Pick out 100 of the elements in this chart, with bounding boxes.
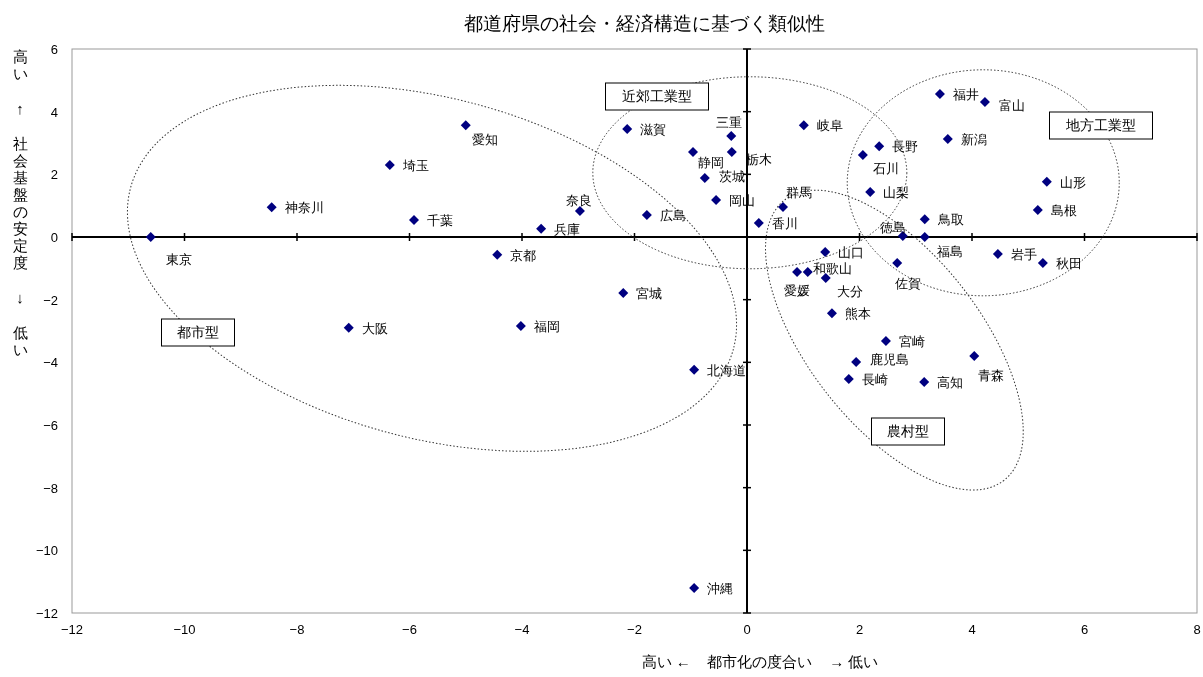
point	[880, 336, 891, 347]
x-tick-label: 6	[1080, 622, 1089, 637]
data-label: 東京	[165, 252, 192, 267]
point	[145, 232, 156, 242]
point	[857, 149, 868, 160]
data-label: 千葉	[427, 213, 453, 229]
x-tick-label: 0	[743, 622, 751, 637]
data-label: 鹿児島	[870, 352, 910, 368]
point	[1041, 176, 1052, 187]
data-label: 熊本	[844, 306, 871, 322]
point	[622, 123, 633, 134]
point	[851, 357, 862, 368]
point	[689, 364, 700, 375]
point	[919, 232, 930, 242]
point	[711, 195, 722, 206]
data-label: 福井	[952, 87, 979, 103]
point	[641, 210, 652, 221]
point	[919, 377, 930, 388]
annotation: 農村型	[887, 423, 929, 439]
data-label: 大分	[836, 284, 863, 300]
data-label: 静岡	[698, 155, 724, 171]
point	[919, 214, 930, 225]
data-label: 奈良	[565, 192, 592, 208]
chart-title: 都道府県の社会・経済構造に基づく類似性	[464, 13, 825, 34]
data-label: 和歌山	[812, 261, 852, 277]
annotation: 地方工業型	[1065, 117, 1136, 133]
data-label: 長野	[892, 139, 919, 155]
y-tick-label: 2	[50, 167, 58, 183]
x-tick-label: −4	[514, 622, 530, 637]
data-label: 埼玉	[401, 157, 429, 173]
y-tick-label: −4	[43, 355, 58, 371]
data-label: 北海道	[707, 362, 747, 378]
x-tick-label: 2	[855, 622, 864, 637]
data-label: 福島	[936, 244, 963, 259]
data-label: 鳥取	[936, 212, 964, 228]
data-label: 新潟	[960, 131, 987, 147]
data-label: 京都	[510, 247, 537, 263]
point	[699, 173, 710, 184]
data-label: 富山	[998, 97, 1025, 113]
data-label: 宮崎	[898, 334, 925, 350]
x-tick-label: 8	[1193, 622, 1201, 637]
point	[874, 141, 885, 152]
point	[726, 147, 737, 158]
point	[266, 202, 277, 213]
x-tick-label: 4	[968, 622, 976, 637]
data-label: 香川	[771, 215, 798, 231]
annotation: 近郊工業型	[622, 88, 692, 104]
data-label: 愛媛	[784, 283, 811, 299]
data-label: 山梨	[883, 184, 910, 200]
x-tick-label: −2	[627, 622, 642, 637]
point	[460, 120, 471, 131]
point	[1032, 205, 1043, 216]
point	[536, 223, 547, 234]
point	[826, 308, 837, 319]
data-label: 山口	[838, 245, 865, 261]
data-label: 高知	[937, 375, 964, 391]
data-label: 三重	[716, 115, 743, 131]
x-tick-label: −8	[289, 622, 305, 637]
data-label: 兵庫	[554, 221, 581, 237]
point	[892, 258, 903, 269]
annotation: 都市型	[177, 324, 219, 340]
data-label: 群馬	[786, 184, 812, 200]
data-label: 沖縄	[707, 580, 734, 596]
point	[688, 147, 698, 158]
y-tick-label: −8	[43, 480, 58, 496]
point	[689, 582, 700, 593]
y-tick-label: −12	[35, 606, 58, 621]
point	[384, 159, 395, 170]
data-label: 長崎	[861, 371, 888, 387]
data-label: 秋田	[1055, 256, 1082, 272]
point	[934, 89, 945, 100]
y-tick-label: −10	[35, 543, 58, 559]
point	[820, 247, 831, 258]
data-label: 大阪	[361, 320, 388, 336]
y-tick-label: −2	[43, 292, 58, 308]
data-label: 広島	[659, 208, 686, 224]
point	[802, 267, 813, 278]
point	[843, 373, 854, 384]
data-label: 茨城	[718, 169, 745, 185]
data-label: 石川	[872, 160, 899, 176]
data-label: 福岡	[533, 318, 560, 334]
data-label: 山形	[1059, 174, 1086, 190]
y-tick-label: −6	[43, 418, 58, 433]
point	[618, 288, 629, 299]
point	[792, 267, 803, 278]
point	[979, 96, 990, 107]
data-label: 岩手	[1010, 246, 1037, 262]
data-label: 岐阜	[816, 118, 843, 134]
point	[778, 201, 788, 212]
x-tick-label: −10	[173, 622, 196, 637]
y-tick-label: 0	[50, 230, 58, 245]
point	[726, 131, 737, 142]
data-label: 滋賀	[640, 121, 667, 137]
data-label: 青森	[978, 368, 1005, 384]
point	[942, 133, 953, 144]
data-label: 島根	[1050, 203, 1077, 219]
x-tick-label: −12	[60, 622, 84, 637]
x-axis-title: 高い ← 都市化の度合い → 低い	[641, 653, 879, 670]
point	[865, 186, 876, 197]
y-tick-label: 4	[50, 104, 58, 120]
